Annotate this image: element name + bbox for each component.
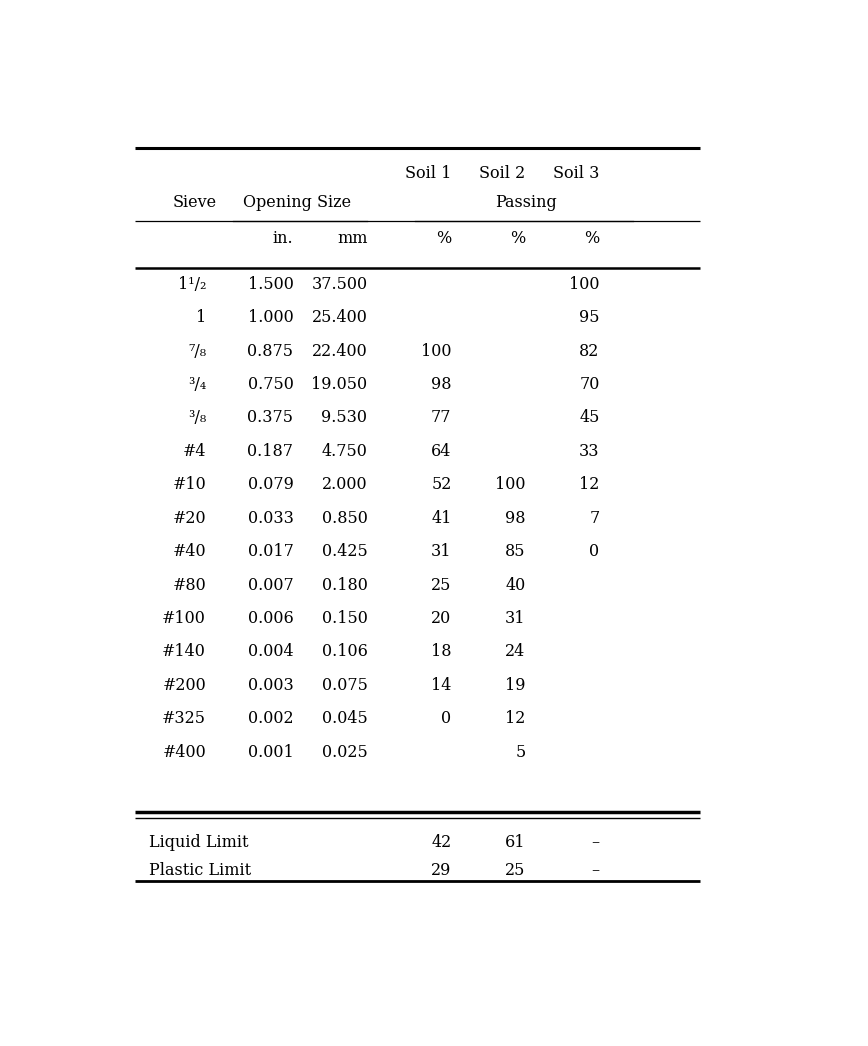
Text: ³/₄: ³/₄ xyxy=(187,376,206,393)
Text: mm: mm xyxy=(337,230,367,247)
Text: #40: #40 xyxy=(173,543,206,560)
Text: 70: 70 xyxy=(579,376,600,393)
Text: 33: 33 xyxy=(579,442,600,460)
Text: in.: in. xyxy=(273,230,293,247)
Text: 42: 42 xyxy=(431,834,451,850)
Text: 0.375: 0.375 xyxy=(247,409,293,427)
Text: 100: 100 xyxy=(421,342,451,360)
Text: #325: #325 xyxy=(162,710,206,727)
Text: 0.075: 0.075 xyxy=(322,677,367,693)
Text: 25.400: 25.400 xyxy=(312,310,367,326)
Text: Soil 3: Soil 3 xyxy=(553,165,600,182)
Text: 82: 82 xyxy=(579,342,600,360)
Text: 100: 100 xyxy=(569,276,600,293)
Text: 64: 64 xyxy=(431,442,451,460)
Text: 24: 24 xyxy=(505,643,526,660)
Text: #200: #200 xyxy=(162,677,206,693)
Text: 0.025: 0.025 xyxy=(322,744,367,760)
Text: 0.017: 0.017 xyxy=(247,543,293,560)
Text: 31: 31 xyxy=(505,610,526,627)
Text: 0.750: 0.750 xyxy=(247,376,293,393)
Text: 61: 61 xyxy=(505,834,526,850)
Text: 0.875: 0.875 xyxy=(247,342,293,360)
Text: ⁷/₈: ⁷/₈ xyxy=(187,342,206,360)
Text: 40: 40 xyxy=(505,576,526,593)
Text: 100: 100 xyxy=(495,476,526,494)
Text: 0.003: 0.003 xyxy=(247,677,293,693)
Text: 9.530: 9.530 xyxy=(321,409,367,427)
Text: 12: 12 xyxy=(579,476,600,494)
Text: Soil 1: Soil 1 xyxy=(405,165,451,182)
Text: 0.004: 0.004 xyxy=(248,643,293,660)
Text: #10: #10 xyxy=(172,476,206,494)
Text: ³/₈: ³/₈ xyxy=(187,409,206,427)
Text: 1: 1 xyxy=(196,310,206,326)
Text: 45: 45 xyxy=(579,409,600,427)
Text: 37.500: 37.500 xyxy=(312,276,367,293)
Text: 0.180: 0.180 xyxy=(322,576,367,593)
Text: 1.000: 1.000 xyxy=(247,310,293,326)
Text: 77: 77 xyxy=(431,409,451,427)
Text: 0.150: 0.150 xyxy=(322,610,367,627)
Text: 85: 85 xyxy=(505,543,526,560)
Text: #20: #20 xyxy=(173,509,206,527)
Text: 19.050: 19.050 xyxy=(312,376,367,393)
Text: 95: 95 xyxy=(579,310,600,326)
Text: 0: 0 xyxy=(589,543,600,560)
Text: 98: 98 xyxy=(505,509,526,527)
Text: Sieve: Sieve xyxy=(173,194,216,210)
Text: 0.006: 0.006 xyxy=(247,610,293,627)
Text: #140: #140 xyxy=(162,643,206,660)
Text: %: % xyxy=(437,230,451,247)
Text: 0.187: 0.187 xyxy=(247,442,293,460)
Text: 20: 20 xyxy=(431,610,451,627)
Text: 0.001: 0.001 xyxy=(247,744,293,760)
Text: %: % xyxy=(584,230,600,247)
Text: 18: 18 xyxy=(431,643,451,660)
Text: 0.079: 0.079 xyxy=(247,476,293,494)
Text: #400: #400 xyxy=(162,744,206,760)
Text: #80: #80 xyxy=(172,576,206,593)
Text: 98: 98 xyxy=(431,376,451,393)
Text: 19: 19 xyxy=(505,677,526,693)
Text: Soil 2: Soil 2 xyxy=(479,165,526,182)
Text: 5: 5 xyxy=(516,744,526,760)
Text: #100: #100 xyxy=(162,610,206,627)
Text: 31: 31 xyxy=(431,543,451,560)
Text: 25: 25 xyxy=(505,862,526,879)
Text: 0.033: 0.033 xyxy=(247,509,293,527)
Text: %: % xyxy=(510,230,526,247)
Text: 52: 52 xyxy=(431,476,451,494)
Text: Passing: Passing xyxy=(495,194,556,210)
Text: 4.750: 4.750 xyxy=(322,442,367,460)
Text: 29: 29 xyxy=(431,862,451,879)
Text: 12: 12 xyxy=(505,710,526,727)
Text: 1¹/₂: 1¹/₂ xyxy=(178,276,206,293)
Text: 0.850: 0.850 xyxy=(322,509,367,527)
Text: 0.045: 0.045 xyxy=(322,710,367,727)
Text: 0.106: 0.106 xyxy=(322,643,367,660)
Text: 1.500: 1.500 xyxy=(247,276,293,293)
Text: 22.400: 22.400 xyxy=(312,342,367,360)
Text: #4: #4 xyxy=(182,442,206,460)
Text: 0.007: 0.007 xyxy=(247,576,293,593)
Text: Plastic Limit: Plastic Limit xyxy=(149,862,251,879)
Text: 0.002: 0.002 xyxy=(248,710,293,727)
Text: –: – xyxy=(591,834,600,850)
Text: 0.425: 0.425 xyxy=(322,543,367,560)
Text: 2.000: 2.000 xyxy=(322,476,367,494)
Text: –: – xyxy=(591,862,600,879)
Text: 0: 0 xyxy=(442,710,451,727)
Text: 25: 25 xyxy=(431,576,451,593)
Text: 7: 7 xyxy=(589,509,600,527)
Text: Opening Size: Opening Size xyxy=(243,194,351,210)
Text: 14: 14 xyxy=(431,677,451,693)
Text: 41: 41 xyxy=(431,509,451,527)
Text: Liquid Limit: Liquid Limit xyxy=(149,834,248,850)
